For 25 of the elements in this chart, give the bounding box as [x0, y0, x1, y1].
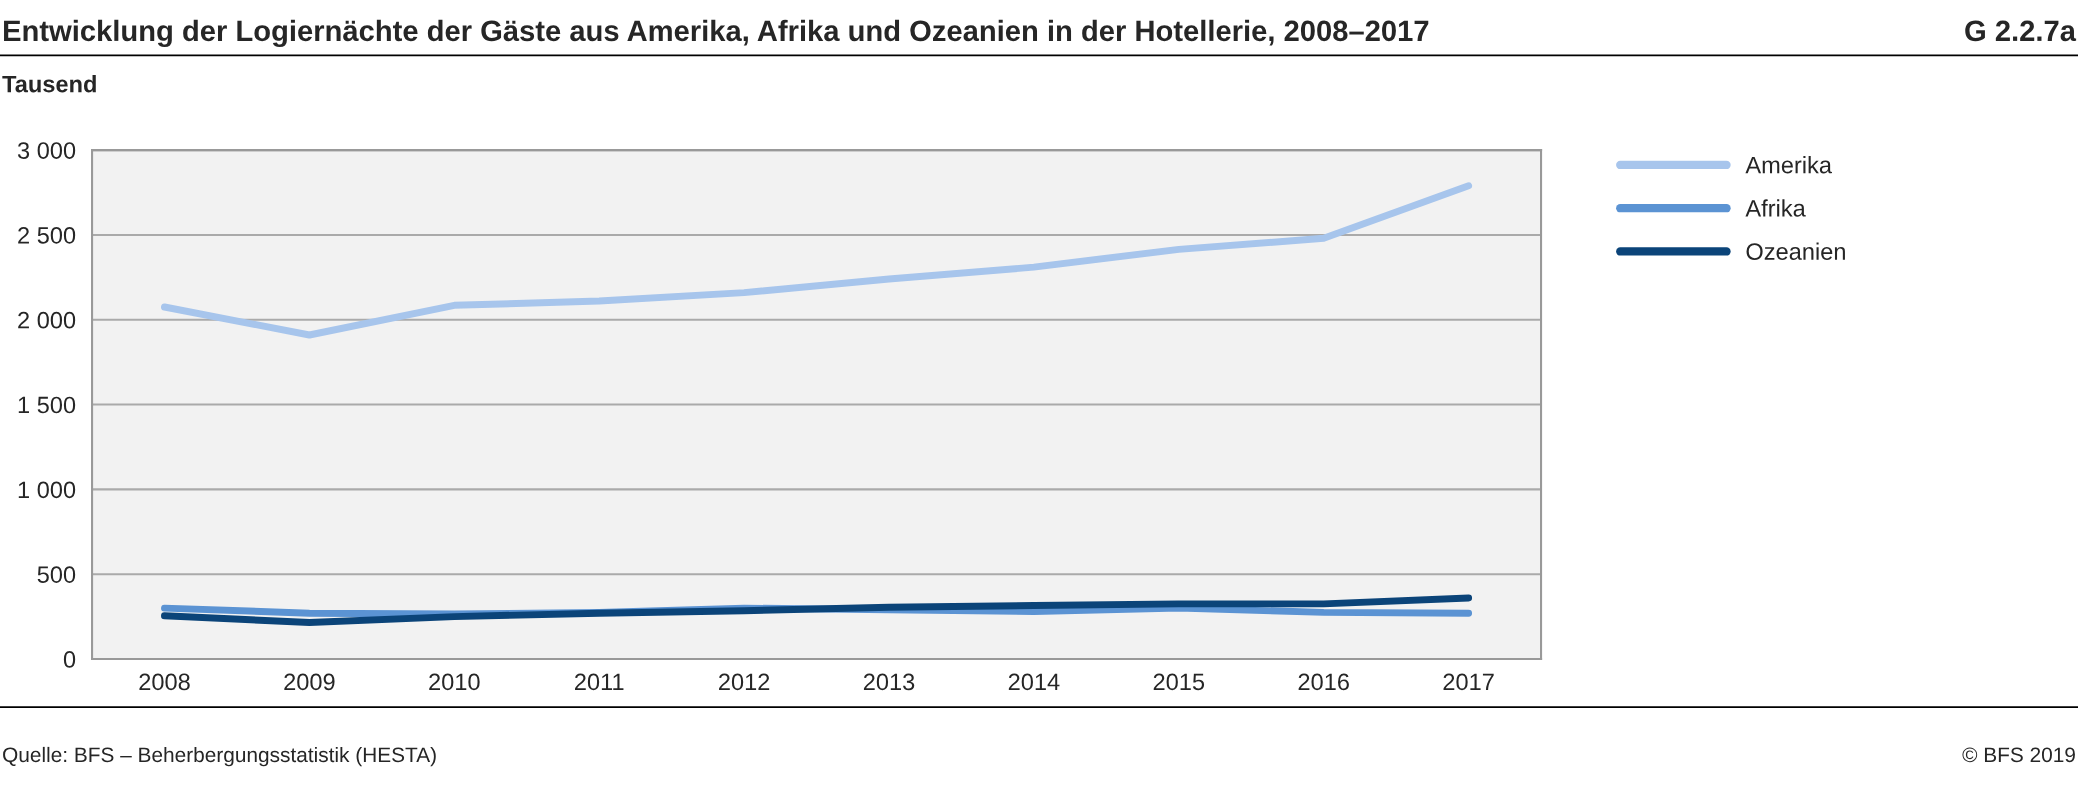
y-tick-label: 0 — [63, 651, 76, 668]
y-tick-label: 2 500 — [18, 226, 76, 244]
x-tick-label: 2010 — [429, 673, 480, 691]
x-tick-label: 2016 — [1298, 673, 1349, 691]
x-tick-label: 2011 — [575, 673, 624, 691]
chart-title: Entwicklung der Logiernächte der Gäste aus Amerika, Afrika und Ozeanien in der Hotellerie, 2008–2017 — [4, 19, 1429, 48]
legend-label: Ozeanien — [1746, 242, 1845, 260]
text: G 2.2.7a — [1965, 20, 2077, 42]
x-tick-label: 2012 — [719, 673, 770, 691]
legend-label: Amerika — [1745, 156, 1832, 174]
x-tick-label: 2015 — [1153, 673, 1205, 691]
y-tick-label: 2 000 — [18, 311, 76, 329]
legend-label: Afrika — [1745, 199, 1806, 217]
y-tick-label: 1 500 — [18, 396, 76, 414]
y-axis-title: Tausend — [2, 75, 96, 93]
y-tick-label: 3 000 — [17, 142, 76, 159]
y-tick-label: 1 000 — [18, 481, 76, 499]
source-note: Quelle: BFS – Beherbergungsstatistik (HESTA) — [3, 746, 436, 767]
text: © BFS 2019 — [1962, 747, 2075, 763]
x-tick-label: 2008 — [139, 673, 190, 691]
x-tick-label: 2014 — [1008, 673, 1060, 691]
y-tick-label: 500 — [37, 566, 76, 583]
x-tick-label: 2009 — [284, 673, 335, 691]
x-tick-label: 2013 — [863, 673, 915, 691]
x-tick-label: 2017 — [1443, 673, 1494, 691]
